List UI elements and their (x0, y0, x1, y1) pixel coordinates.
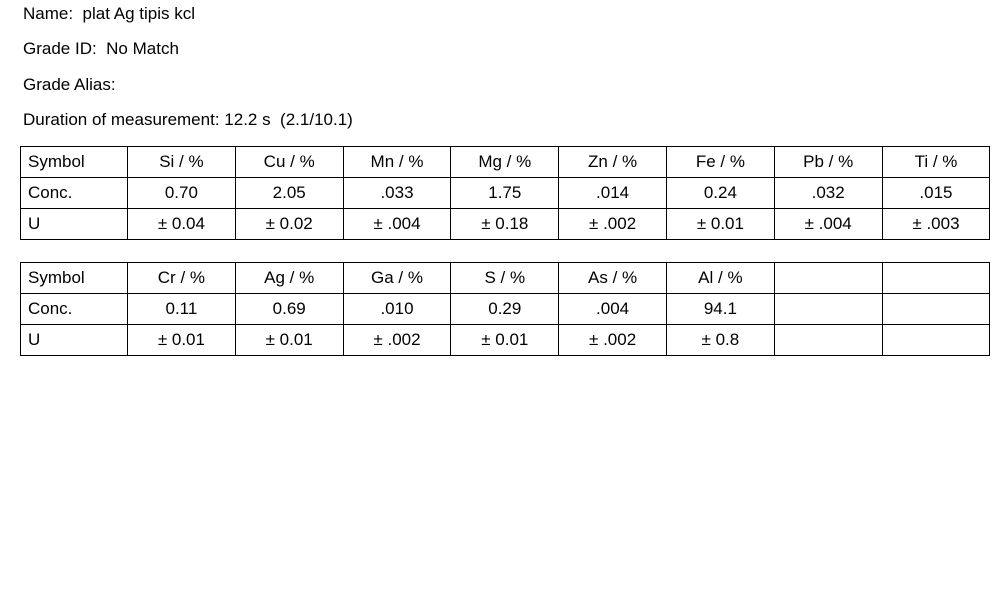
duration-detail: (2.1/10.1) (280, 110, 353, 129)
uncertainty-cell: ± 0.01 (665, 208, 775, 240)
uncertainty-row: U ± 0.04 ± 0.02 ± .004 ± 0.18 ± .002 ± 0… (20, 208, 991, 240)
duration-label: Duration of measurement: (23, 110, 220, 129)
symbol-cell: S / % (450, 262, 560, 294)
conc-cell: 0.24 (665, 177, 775, 209)
row-label-conc: Conc. (20, 293, 128, 325)
symbol-cell: Fe / % (665, 146, 775, 178)
uncertainty-cell: ± .003 (881, 208, 991, 240)
symbol-row: Symbol Si / % Cu / % Mn / % Mg / % Zn / … (20, 146, 991, 178)
name-value: plat Ag tipis kcl (82, 4, 195, 23)
symbol-cell: Cu / % (234, 146, 344, 178)
conc-cell: .032 (773, 177, 883, 209)
conc-cell: .014 (558, 177, 667, 209)
uncertainty-cell: ± 0.02 (234, 208, 344, 240)
uncertainty-cell: ± 0.04 (127, 208, 236, 240)
uncertainty-cell: ± .004 (773, 208, 883, 240)
uncertainty-cell: ± 0.18 (450, 208, 560, 240)
conc-cell (881, 293, 991, 325)
conc-cell: 0.29 (450, 293, 560, 325)
conc-cell: .004 (558, 293, 667, 325)
conc-cell (773, 293, 883, 325)
row-label-symbol: Symbol (20, 146, 128, 178)
row-label-u: U (20, 208, 128, 240)
conc-cell: 0.69 (234, 293, 344, 325)
conc-cell: 2.05 (234, 177, 344, 209)
uncertainty-cell: ± 0.01 (127, 324, 236, 356)
conc-cell: 1.75 (450, 177, 560, 209)
conc-cell: 0.70 (127, 177, 236, 209)
name-line: Name: plat Ag tipis kcl (23, 4, 195, 24)
results-table-2: Symbol Cr / % Ag / % Ga / % S / % As / %… (20, 262, 991, 356)
symbol-cell: Mn / % (342, 146, 452, 178)
symbol-row: Symbol Cr / % Ag / % Ga / % S / % As / %… (20, 262, 991, 294)
grade-alias-line: Grade Alias: (23, 75, 120, 95)
uncertainty-cell: ± .004 (342, 208, 452, 240)
results-table-1: Symbol Si / % Cu / % Mn / % Mg / % Zn / … (20, 146, 991, 240)
symbol-cell (881, 262, 991, 294)
uncertainty-cell (881, 324, 991, 356)
grade-alias-label: Grade Alias: (23, 75, 116, 94)
duration-line: Duration of measurement: 12.2 s (2.1/10.… (23, 110, 353, 130)
row-label-symbol: Symbol (20, 262, 128, 294)
grade-id-value: No Match (106, 39, 179, 58)
name-label: Name: (23, 4, 74, 23)
symbol-cell: Al / % (665, 262, 775, 294)
uncertainty-cell: ± .002 (558, 324, 667, 356)
conc-row: Conc. 0.11 0.69 .010 0.29 .004 94.1 (20, 293, 991, 325)
symbol-cell: As / % (558, 262, 667, 294)
conc-cell: 0.11 (127, 293, 236, 325)
symbol-cell: Pb / % (773, 146, 883, 178)
symbol-cell (773, 262, 883, 294)
conc-cell: .010 (342, 293, 452, 325)
row-label-u: U (20, 324, 128, 356)
conc-cell: .015 (881, 177, 991, 209)
uncertainty-cell (773, 324, 883, 356)
symbol-cell: Cr / % (127, 262, 236, 294)
symbol-cell: Ti / % (881, 146, 991, 178)
duration-value: 12.2 s (224, 110, 271, 129)
conc-row: Conc. 0.70 2.05 .033 1.75 .014 0.24 .032… (20, 177, 991, 209)
conc-cell: .033 (342, 177, 452, 209)
row-label-conc: Conc. (20, 177, 128, 209)
uncertainty-cell: ± 0.01 (234, 324, 344, 356)
uncertainty-row: U ± 0.01 ± 0.01 ± .002 ± 0.01 ± .002 ± 0… (20, 324, 991, 356)
symbol-cell: Si / % (127, 146, 236, 178)
uncertainty-cell: ± 0.8 (665, 324, 775, 356)
grade-id-line: Grade ID: No Match (23, 39, 179, 59)
uncertainty-cell: ± 0.01 (450, 324, 560, 356)
symbol-cell: Ga / % (342, 262, 452, 294)
conc-cell: 94.1 (665, 293, 775, 325)
uncertainty-cell: ± .002 (558, 208, 667, 240)
symbol-cell: Zn / % (558, 146, 667, 178)
grade-id-label: Grade ID: (23, 39, 97, 58)
symbol-cell: Ag / % (234, 262, 344, 294)
symbol-cell: Mg / % (450, 146, 560, 178)
uncertainty-cell: ± .002 (342, 324, 452, 356)
